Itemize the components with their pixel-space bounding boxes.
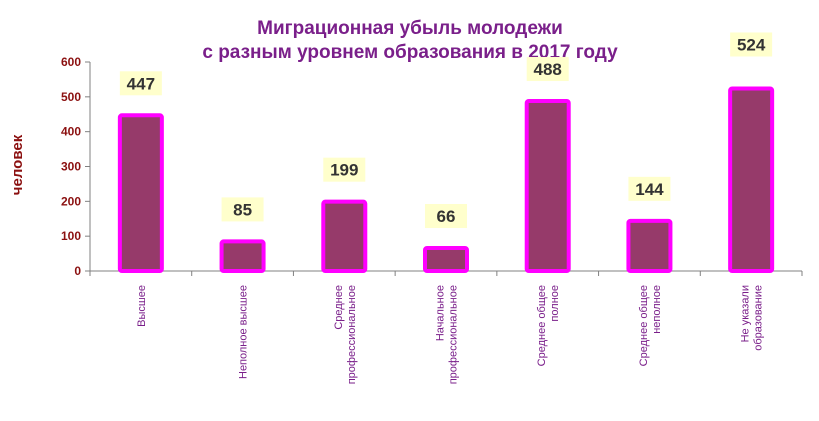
x-tick-label: Среднее общее полное xyxy=(536,285,561,366)
x-tick-label: Среднее общее неполное xyxy=(638,285,663,366)
x-tick-label-line: Среднее общее xyxy=(536,285,548,366)
data-label-bg xyxy=(628,176,671,201)
data-labels: 447 85 199 66 488 144 524 xyxy=(119,32,773,229)
x-tick-label-line: профессиональное xyxy=(346,285,358,384)
x-tick-label-line: Начальное xyxy=(435,285,447,341)
x-tick-label-line: Неполное высшее xyxy=(238,285,250,379)
y-tick-label: 200 xyxy=(61,194,81,208)
x-tick-label-line: неполное xyxy=(651,285,663,334)
y-tick-label: 100 xyxy=(61,229,81,243)
x-tick-label-line: полное xyxy=(549,285,561,322)
x-tick-label-line: профессиональное xyxy=(448,285,460,384)
x-tick-label-line: Среднее общее xyxy=(638,285,650,366)
bar xyxy=(321,199,368,274)
bar xyxy=(524,99,571,273)
chart-title-line-1: Миграционная убыль молодежи xyxy=(257,18,563,39)
x-tick-label-line: образование xyxy=(753,285,765,351)
data-label: 144 xyxy=(635,180,664,199)
data-label: 85 xyxy=(233,200,252,219)
data-label-bg xyxy=(425,204,467,229)
bar xyxy=(117,113,164,273)
y-tick-label: 600 xyxy=(61,55,81,69)
x-tick-label: Среднее профессиональное xyxy=(333,285,358,384)
bar xyxy=(423,246,469,273)
y-tick-label: 0 xyxy=(74,264,81,278)
data-label-bg xyxy=(221,197,264,222)
y-tick-label: 400 xyxy=(61,125,81,139)
y-tick-label: 300 xyxy=(61,160,81,174)
y-axis-label: человек xyxy=(9,134,26,195)
bars xyxy=(117,86,775,274)
data-label: 199 xyxy=(330,161,358,180)
x-tick-label: Не указали образование xyxy=(740,285,765,351)
data-label: 66 xyxy=(437,207,456,226)
data-label-bg xyxy=(730,32,773,57)
bar xyxy=(219,239,266,273)
x-tick-label: Неполное высшее xyxy=(238,285,250,379)
bar xyxy=(626,218,673,273)
data-label-bg xyxy=(526,57,569,82)
data-label: 488 xyxy=(534,60,562,79)
footer-cutoff xyxy=(0,408,819,421)
x-tick-label: Начальное профессиональное xyxy=(435,285,460,384)
bar xyxy=(728,86,775,274)
x-tick-label-line: Не указали xyxy=(740,285,752,342)
x-tick-label-line: Высшее xyxy=(136,285,148,327)
x-tick-labels: Высшее Неполное высшее Среднее профессионал… xyxy=(136,285,765,384)
data-label: 524 xyxy=(737,35,766,54)
x-tick-label-line: Среднее xyxy=(333,285,345,330)
chart-title-line-2: с разным уровнем образования в 2017 году xyxy=(202,42,618,63)
data-label-bg xyxy=(119,71,162,96)
axes: 0 100 200 300 400 500 600 xyxy=(61,55,803,278)
data-label: 447 xyxy=(127,74,155,93)
y-tick-label: 500 xyxy=(61,90,81,104)
x-tick-label: Высшее xyxy=(136,285,148,327)
data-label-bg xyxy=(323,157,366,182)
